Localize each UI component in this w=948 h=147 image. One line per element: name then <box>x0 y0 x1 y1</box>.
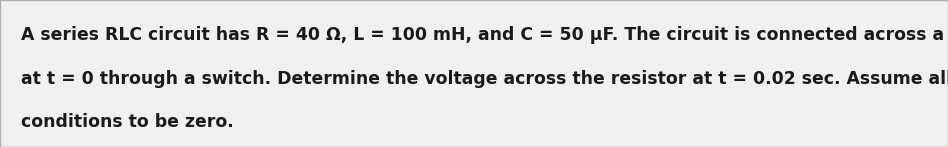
Text: conditions to be zero.: conditions to be zero. <box>21 113 233 131</box>
Text: at t = 0 through a switch. Determine the voltage across the resistor at t = 0.02: at t = 0 through a switch. Determine the… <box>21 70 948 88</box>
Text: A series RLC circuit has R = 40 Ω, L = 100 mH, and C = 50 μF. The circuit is con: A series RLC circuit has R = 40 Ω, L = 1… <box>21 26 948 44</box>
